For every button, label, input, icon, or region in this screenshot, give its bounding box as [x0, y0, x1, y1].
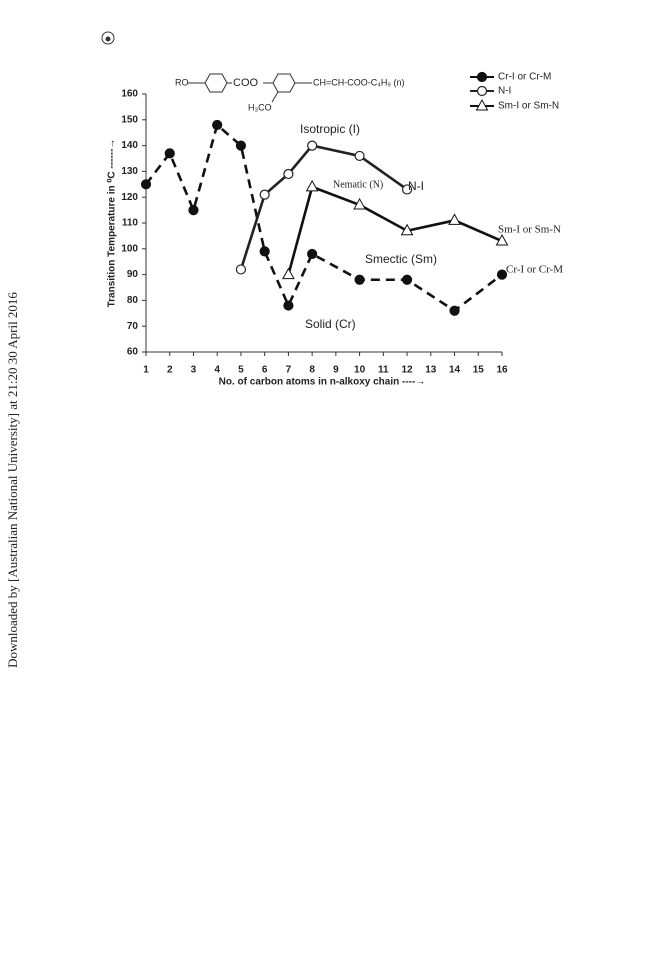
data-point — [140, 179, 152, 190]
data-point — [212, 119, 223, 131]
annotation: Sm-I or Sm-N — [498, 224, 561, 236]
data-point — [354, 150, 365, 162]
y-tick-label: 150 — [121, 114, 138, 125]
page-icon — [101, 31, 115, 45]
legend-marker — [476, 85, 488, 97]
annotation: Isotropic (I) — [300, 122, 360, 136]
structure-label: CH=CH-COO-C₄H₉ (n) — [313, 77, 405, 87]
y-axis-title: Transition Temperature in ⁰C ------→ — [107, 139, 118, 308]
x-tick-label: 15 — [473, 365, 485, 376]
data-point — [188, 205, 199, 216]
data-point — [354, 274, 365, 285]
x-tick-label: 2 — [167, 365, 173, 376]
data-point — [282, 267, 295, 280]
y-tick-label: 80 — [127, 295, 139, 306]
x-axis-title: No. of carbon atoms in n-alkoxy chain --… — [219, 377, 426, 388]
y-tick-label: 120 — [121, 192, 138, 203]
annotation: Cr-I or Cr-M — [506, 264, 563, 276]
data-point — [305, 179, 319, 192]
structure-label: H₃CO — [248, 102, 272, 112]
chemical-structure: RO COO CH=CH-COO-C₄H₉ (n) H₃CO — [175, 73, 405, 112]
data-point — [259, 246, 270, 257]
data-point — [400, 223, 414, 236]
y-tick-label: 70 — [127, 321, 139, 332]
x-tick-label: 1 — [143, 365, 149, 376]
legend-label: N-I — [498, 86, 511, 97]
y-tick-label: 90 — [127, 269, 139, 280]
data-point — [448, 213, 461, 225]
x-tick-label: 7 — [286, 365, 292, 376]
legend-label: Cr-I or Cr-M — [498, 72, 551, 83]
annotation: Smectic (Sm) — [365, 252, 437, 266]
x-tick-label: 11 — [378, 365, 389, 376]
data-point — [235, 140, 247, 151]
y-tick-label: 60 — [127, 347, 139, 358]
series-line — [287, 185, 503, 275]
data-point — [495, 234, 509, 246]
x-tick-label: 9 — [333, 365, 339, 376]
x-tick-label: 12 — [402, 365, 414, 376]
data-point — [353, 197, 366, 210]
y-tick-label: 110 — [122, 218, 139, 229]
data-point — [307, 140, 318, 151]
annotation: Nematic (N) — [333, 179, 383, 190]
data-point — [259, 189, 270, 200]
data-point — [496, 269, 508, 280]
series-line — [144, 122, 503, 313]
data-point — [449, 305, 460, 316]
x-tick-label: 8 — [309, 365, 315, 376]
structure-label: COO — [233, 77, 259, 89]
legend-label: Sm-I or Sm-N — [498, 101, 559, 112]
y-tick-label: 100 — [121, 243, 138, 254]
series-line — [239, 144, 408, 270]
data-point — [307, 248, 318, 260]
y-tick-label: 140 — [121, 140, 138, 151]
x-tick-label: 6 — [262, 365, 268, 376]
legend-marker — [476, 71, 488, 83]
x-tick-label: 16 — [496, 365, 508, 376]
data-point — [235, 264, 247, 275]
data-point — [401, 274, 413, 285]
annotation: Solid (Cr) — [305, 317, 356, 331]
x-tick-label: 3 — [191, 365, 197, 376]
data-point — [164, 148, 175, 159]
x-tick-label: 10 — [354, 365, 366, 376]
legend-marker — [475, 98, 489, 111]
x-tick-label: 13 — [425, 365, 437, 376]
x-tick-label: 4 — [214, 365, 220, 376]
structure-label: RO — [175, 77, 189, 87]
download-note: Downloaded by [Australian National Unive… — [5, 292, 20, 668]
x-tick-label: 5 — [238, 365, 244, 376]
data-point — [401, 184, 413, 195]
y-tick-label: 130 — [121, 166, 138, 177]
data-point — [283, 300, 294, 311]
data-point — [283, 168, 294, 180]
annotation: N-I — [408, 179, 424, 193]
y-tick-label: 160 — [121, 89, 138, 100]
x-tick-label: 14 — [449, 365, 461, 376]
